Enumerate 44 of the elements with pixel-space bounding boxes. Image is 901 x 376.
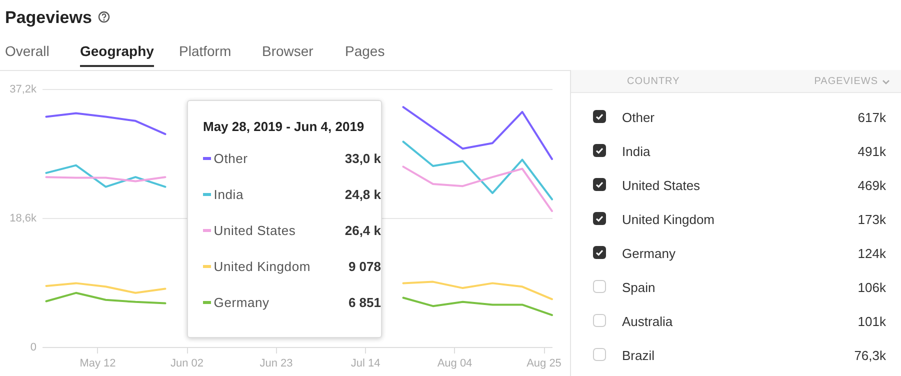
x-tick-label: Aug 04: [437, 358, 472, 370]
category-label: Australia: [622, 314, 673, 329]
text: Geography: [80, 43, 154, 67]
y-tick-label: 0: [30, 342, 36, 354]
annotation: May 28, 2019 - Jun 4, 2019: [203, 119, 366, 134]
x-tick-label: Aug 25: [526, 358, 562, 370]
y-tick-label: 18,6k: [10, 212, 37, 224]
text: PAGEVIEWS: [814, 76, 878, 87]
text: 101k: [858, 314, 886, 329]
text: 124k: [858, 246, 886, 261]
legend-label: Germany: [214, 294, 270, 310]
text: Pages: [345, 43, 385, 59]
y-tick-label: 37,2k: [10, 84, 37, 96]
text: 469k: [858, 178, 886, 193]
text: COUNTRY: [627, 76, 680, 87]
annotation: 33,0 k: [344, 150, 382, 166]
text: 491k: [858, 144, 886, 159]
text: Browser: [262, 43, 314, 59]
category-label: Brazil: [622, 348, 655, 363]
text: Platform: [179, 43, 232, 59]
legend-label: United Kingdom: [214, 258, 312, 274]
annotation: 26,4 k: [344, 222, 382, 238]
legend-label: India: [214, 186, 244, 202]
text: 173k: [858, 212, 886, 227]
x-tick-label: May 12: [80, 358, 116, 370]
category-label: Other: [622, 110, 655, 125]
text: 76,3k: [854, 348, 886, 363]
annotation: 24,8 k: [344, 186, 382, 202]
text: Overall: [5, 43, 50, 59]
legend-label: Other: [214, 150, 249, 166]
annotation: 6 851: [347, 294, 382, 310]
text: 617k: [858, 110, 886, 125]
text: 106k: [858, 280, 886, 295]
annotation: 9 078: [347, 258, 382, 274]
category-label: Spain: [622, 280, 656, 295]
chart-title: Pageviews: [5, 8, 93, 28]
category-label: United Kingdom: [622, 212, 714, 227]
category-label: United States: [622, 178, 700, 193]
x-tick-label: Jun 02: [170, 358, 204, 370]
legend-label: United States: [214, 222, 297, 238]
category-label: Germany: [622, 246, 676, 261]
x-tick-label: Jul 14: [350, 358, 380, 370]
category-label: India: [622, 144, 650, 159]
x-tick-label: Jun 23: [260, 358, 293, 370]
